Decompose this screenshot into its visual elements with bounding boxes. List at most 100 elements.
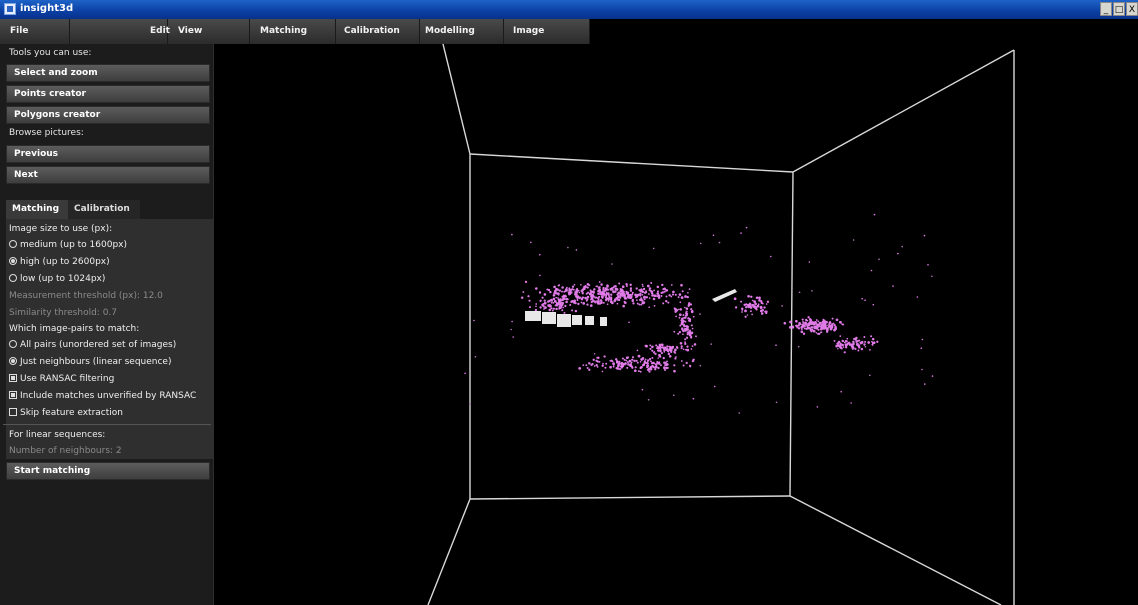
point [645,290,647,292]
point [569,304,572,306]
menu-file[interactable]: File [0,19,70,44]
size-low-option[interactable]: low (up to 1024px) [9,274,105,284]
point [535,305,537,308]
measurement-threshold[interactable]: Measurement threshold (px): 12.0 [9,291,163,301]
point [657,357,660,359]
point [663,290,666,293]
point [561,301,565,305]
point [927,264,929,266]
similarity-threshold[interactable]: Similarity threshold: 0.7 [9,308,118,318]
radio-selected-icon [9,357,17,365]
point [586,298,589,301]
point [734,306,738,309]
point [636,299,638,301]
point [609,366,612,369]
polygons-creator-button[interactable]: Polygons creator [6,106,210,124]
number-of-neighbours[interactable]: Number of neighbours: 2 [9,446,122,456]
point [660,343,663,346]
point [814,322,818,325]
point [590,291,593,294]
point [576,289,579,292]
point [673,350,676,354]
point [641,293,644,296]
size-medium-option[interactable]: medium (up to 1600px) [9,240,127,250]
point [574,293,577,296]
point [931,375,934,377]
point [617,298,619,301]
point [691,345,694,348]
point [807,316,810,319]
point [678,316,681,319]
menu-modelling[interactable]: Modelling [420,19,504,44]
point [798,322,801,325]
point [924,383,926,385]
point [665,300,668,303]
point [645,296,649,299]
3d-viewport[interactable] [215,44,1138,605]
point [631,358,634,361]
point [664,363,667,367]
point [660,352,663,355]
tab-matching[interactable]: Matching [6,200,68,219]
point [811,321,815,324]
point [637,354,641,358]
point [664,369,666,371]
menu-calibration[interactable]: Calibration [336,19,420,44]
point [878,258,880,260]
size-high-option[interactable]: high (up to 2600px) [9,257,110,267]
point [539,306,542,309]
point [752,306,755,308]
point [673,330,676,333]
point [552,307,556,310]
point [839,343,842,346]
checkbox-checked-icon [9,391,17,399]
menu-matching[interactable]: Matching [250,19,336,44]
point [800,330,804,334]
point [675,315,677,318]
point [557,284,560,287]
point [677,296,680,299]
point [586,366,589,370]
all-pairs-option[interactable]: All pairs (unordered set of images) [9,340,176,350]
menu-image[interactable]: Image [504,19,590,44]
points-creator-button[interactable]: Points creator [6,85,210,103]
neighbours-option[interactable]: Just neighbours (linear sequence) [9,357,171,367]
point [689,329,692,332]
point [610,293,613,296]
point [647,399,650,401]
point [580,284,582,286]
point [603,294,605,297]
point [835,318,839,322]
point [640,358,643,361]
point [656,345,659,348]
point [553,292,556,295]
tab-calibration[interactable]: Calibration [68,200,140,219]
skip-extraction-checkbox[interactable]: Skip feature extraction [9,408,123,418]
menu-edit[interactable]: Edit [70,19,170,44]
include-unverified-checkbox[interactable]: Include matches unverified by RANSAC [9,391,196,401]
point [658,362,661,364]
point [678,313,682,317]
select-and-zoom-button[interactable]: Select and zoom [6,64,210,82]
point [803,324,806,328]
minimize-button[interactable]: _ [1100,2,1112,16]
point [869,374,871,377]
point [590,363,593,366]
next-button[interactable]: Next [6,166,210,184]
box-edge [469,153,794,173]
point [758,296,761,300]
point [655,344,658,347]
menu-view[interactable]: View [168,19,250,44]
point [757,303,760,306]
ransac-checkbox[interactable]: Use RANSAC filtering [9,374,114,384]
start-matching-button[interactable]: Start matching [6,462,210,480]
point [870,269,873,272]
point [561,286,564,289]
camera [572,315,582,325]
point [738,412,740,414]
close-button[interactable]: X [1126,2,1138,16]
previous-button[interactable]: Previous [6,145,210,163]
restore-button[interactable]: □ [1113,2,1125,16]
point [661,346,664,349]
point-cloud-scene[interactable] [215,44,1138,605]
